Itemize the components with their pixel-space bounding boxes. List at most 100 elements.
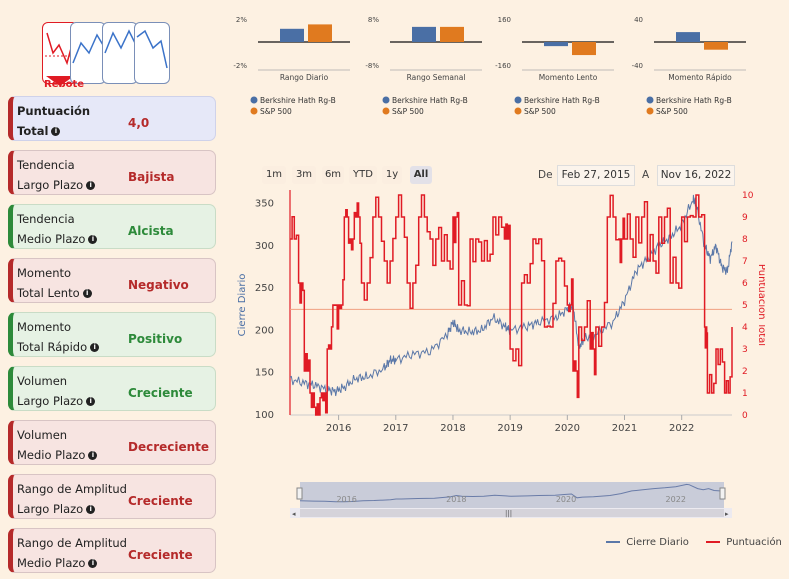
info-icon[interactable]: i xyxy=(86,181,96,190)
card-value: Creciente xyxy=(128,386,193,400)
navigator[interactable]: ||| ◂ ▸ 2016 2018 2020 2022 xyxy=(290,480,732,518)
info-icon[interactable]: i xyxy=(51,127,61,136)
y-tick-label: 250 xyxy=(255,283,274,294)
y2-axis-label: Puntuación Total xyxy=(756,264,765,346)
mini-legend-label: Berkshire Hath Rg-B xyxy=(524,96,600,105)
navigator-year-label: 2022 xyxy=(666,495,686,504)
info-icon[interactable]: i xyxy=(82,289,92,298)
date-from-input[interactable]: Feb 27, 2015 xyxy=(557,165,635,186)
indicator-card[interactable]: Momento Total Rápido i Positivo xyxy=(8,312,216,357)
legend-dot-icon xyxy=(382,107,390,115)
mini-ytick: -8% xyxy=(365,62,379,70)
indicator-card[interactable]: Momento Total Lento i Negativo xyxy=(8,258,216,303)
legend-dot-icon xyxy=(250,107,258,115)
navigator-right-handle[interactable] xyxy=(719,487,726,500)
y-tick-label: 150 xyxy=(255,368,274,379)
scroll-right-icon[interactable]: ▸ xyxy=(725,510,729,518)
mini-bar xyxy=(280,28,304,42)
info-icon[interactable]: i xyxy=(88,451,98,460)
card-subtitle: Medio Plazo i xyxy=(17,232,98,246)
mini-chart: 2% -2% Rango Diario Berkshire Hath Rg-B S&P … xyxy=(233,16,350,116)
mini-bar xyxy=(676,32,700,42)
trend-wave-icon[interactable] xyxy=(102,22,138,84)
card-subtitle: Medio Plazo i xyxy=(17,556,98,570)
card-subtitle: Total Lento i xyxy=(17,286,92,300)
card-subtitle: Largo Plazo i xyxy=(17,502,96,516)
scroll-left-icon[interactable]: ◂ xyxy=(292,510,296,518)
navigator-track[interactable]: ||| ◂ ▸ 2016 2018 2020 2022 xyxy=(290,480,732,518)
y2-tick-label: 9 xyxy=(742,213,748,223)
trend-down-icon[interactable] xyxy=(134,22,170,84)
date-from-label: De xyxy=(538,169,553,181)
x-tick-label: 2017 xyxy=(383,423,408,434)
main-chart[interactable]: 100 150 200 250 300 350 0 1 2 3 4 5 6 7 8 9 10 2016 2017 20… xyxy=(225,185,765,445)
info-icon[interactable]: i xyxy=(90,343,100,352)
info-icon[interactable]: i xyxy=(86,505,96,514)
info-icon[interactable]: i xyxy=(88,235,98,244)
info-icon[interactable]: i xyxy=(86,397,96,406)
mini-bar xyxy=(412,26,436,42)
y-tick-label: 300 xyxy=(255,241,274,252)
range-button[interactable]: All xyxy=(410,166,432,184)
navigator-scrollbar[interactable] xyxy=(300,509,724,517)
card-value: Positivo xyxy=(128,332,183,346)
y-tick-label: 350 xyxy=(255,198,274,209)
rebote-label: Rebote xyxy=(44,79,85,90)
indicator-card[interactable]: Volumen Largo Plazo i Creciente xyxy=(8,366,216,411)
score-legend-label[interactable]: Puntuación xyxy=(726,537,782,548)
card-title: Momento xyxy=(17,320,72,334)
trend-up-icon[interactable] xyxy=(70,22,106,84)
x-tick-label: 2019 xyxy=(497,423,522,434)
range-button[interactable]: 6m xyxy=(322,166,344,184)
indicator-card[interactable]: Tendencia Medio Plazo i Alcista xyxy=(8,204,216,249)
mini-bar xyxy=(572,42,596,56)
card-title: Rango de Amplitud xyxy=(17,482,127,496)
scrollbar-grip-icon: ||| xyxy=(505,510,512,518)
card-value: 4,0 xyxy=(128,116,150,130)
card-subtitle: Total Rápido i xyxy=(17,340,100,354)
indicator-card[interactable]: Volumen Medio Plazo i Decreciente xyxy=(8,420,216,465)
indicator-card[interactable]: Rango de Amplitud Largo Plazo i Creciente xyxy=(8,474,216,519)
card-subtitle: Largo Plazo i xyxy=(17,394,96,408)
card-subtitle: Total i xyxy=(17,124,61,138)
range-button[interactable]: 1m xyxy=(262,166,286,184)
range-button[interactable]: 1y xyxy=(382,166,402,184)
legend-dot-icon xyxy=(514,107,522,115)
info-icon[interactable]: i xyxy=(88,559,98,568)
mini-bar xyxy=(544,42,568,47)
mini-ytick: -160 xyxy=(495,62,511,70)
legend-dot-icon xyxy=(646,96,654,104)
y2-tick-label: 6 xyxy=(742,279,748,289)
x-tick-label: 2021 xyxy=(612,423,637,434)
mini-title: Rango Diario xyxy=(280,73,329,82)
mini-chart: 40 -40 Momento Rápido Berkshire Hath Rg-B S&… xyxy=(632,16,746,116)
y2-tick-label: 2 xyxy=(742,367,748,377)
indicator-card[interactable]: Rango de Amplitud Medio Plazo i Creciente xyxy=(8,528,216,573)
x-tick-label: 2016 xyxy=(326,423,351,434)
indicator-card[interactable]: Tendencia Largo Plazo i Bajista xyxy=(8,150,216,195)
mini-legend-label: S&P 500 xyxy=(656,107,688,116)
indicator-card[interactable]: Puntuación Total i 4,0 xyxy=(8,96,216,141)
mini-legend-label: S&P 500 xyxy=(260,107,292,116)
mini-legend-label: Berkshire Hath Rg-B xyxy=(260,96,336,105)
legend-dot-icon xyxy=(646,107,654,115)
card-title: Tendencia xyxy=(17,158,75,172)
y-tick-label: 200 xyxy=(255,325,274,336)
navigator-year-label: 2018 xyxy=(446,495,466,504)
card-value: Decreciente xyxy=(128,440,210,454)
mini-ytick: 160 xyxy=(498,16,511,24)
close-legend-label[interactable]: Cierre Diario xyxy=(626,537,689,548)
range-button[interactable]: 3m xyxy=(292,166,316,184)
mini-chart: 160 -160 Momento Lento Berkshire Hath Rg-B S… xyxy=(495,16,614,116)
mini-bar xyxy=(440,26,464,42)
navigator-left-handle[interactable] xyxy=(296,487,303,500)
range-button[interactable]: YTD xyxy=(349,166,377,184)
y2-tick-label: 4 xyxy=(742,323,748,333)
mini-bar xyxy=(704,42,728,50)
legend-dot-icon xyxy=(250,96,258,104)
score-legend-swatch xyxy=(706,541,721,543)
close-legend-swatch xyxy=(606,541,620,543)
card-title: Rango de Amplitud xyxy=(17,536,127,550)
date-to-input[interactable]: Nov 16, 2022 xyxy=(657,165,735,186)
mini-ytick: -2% xyxy=(233,62,247,70)
